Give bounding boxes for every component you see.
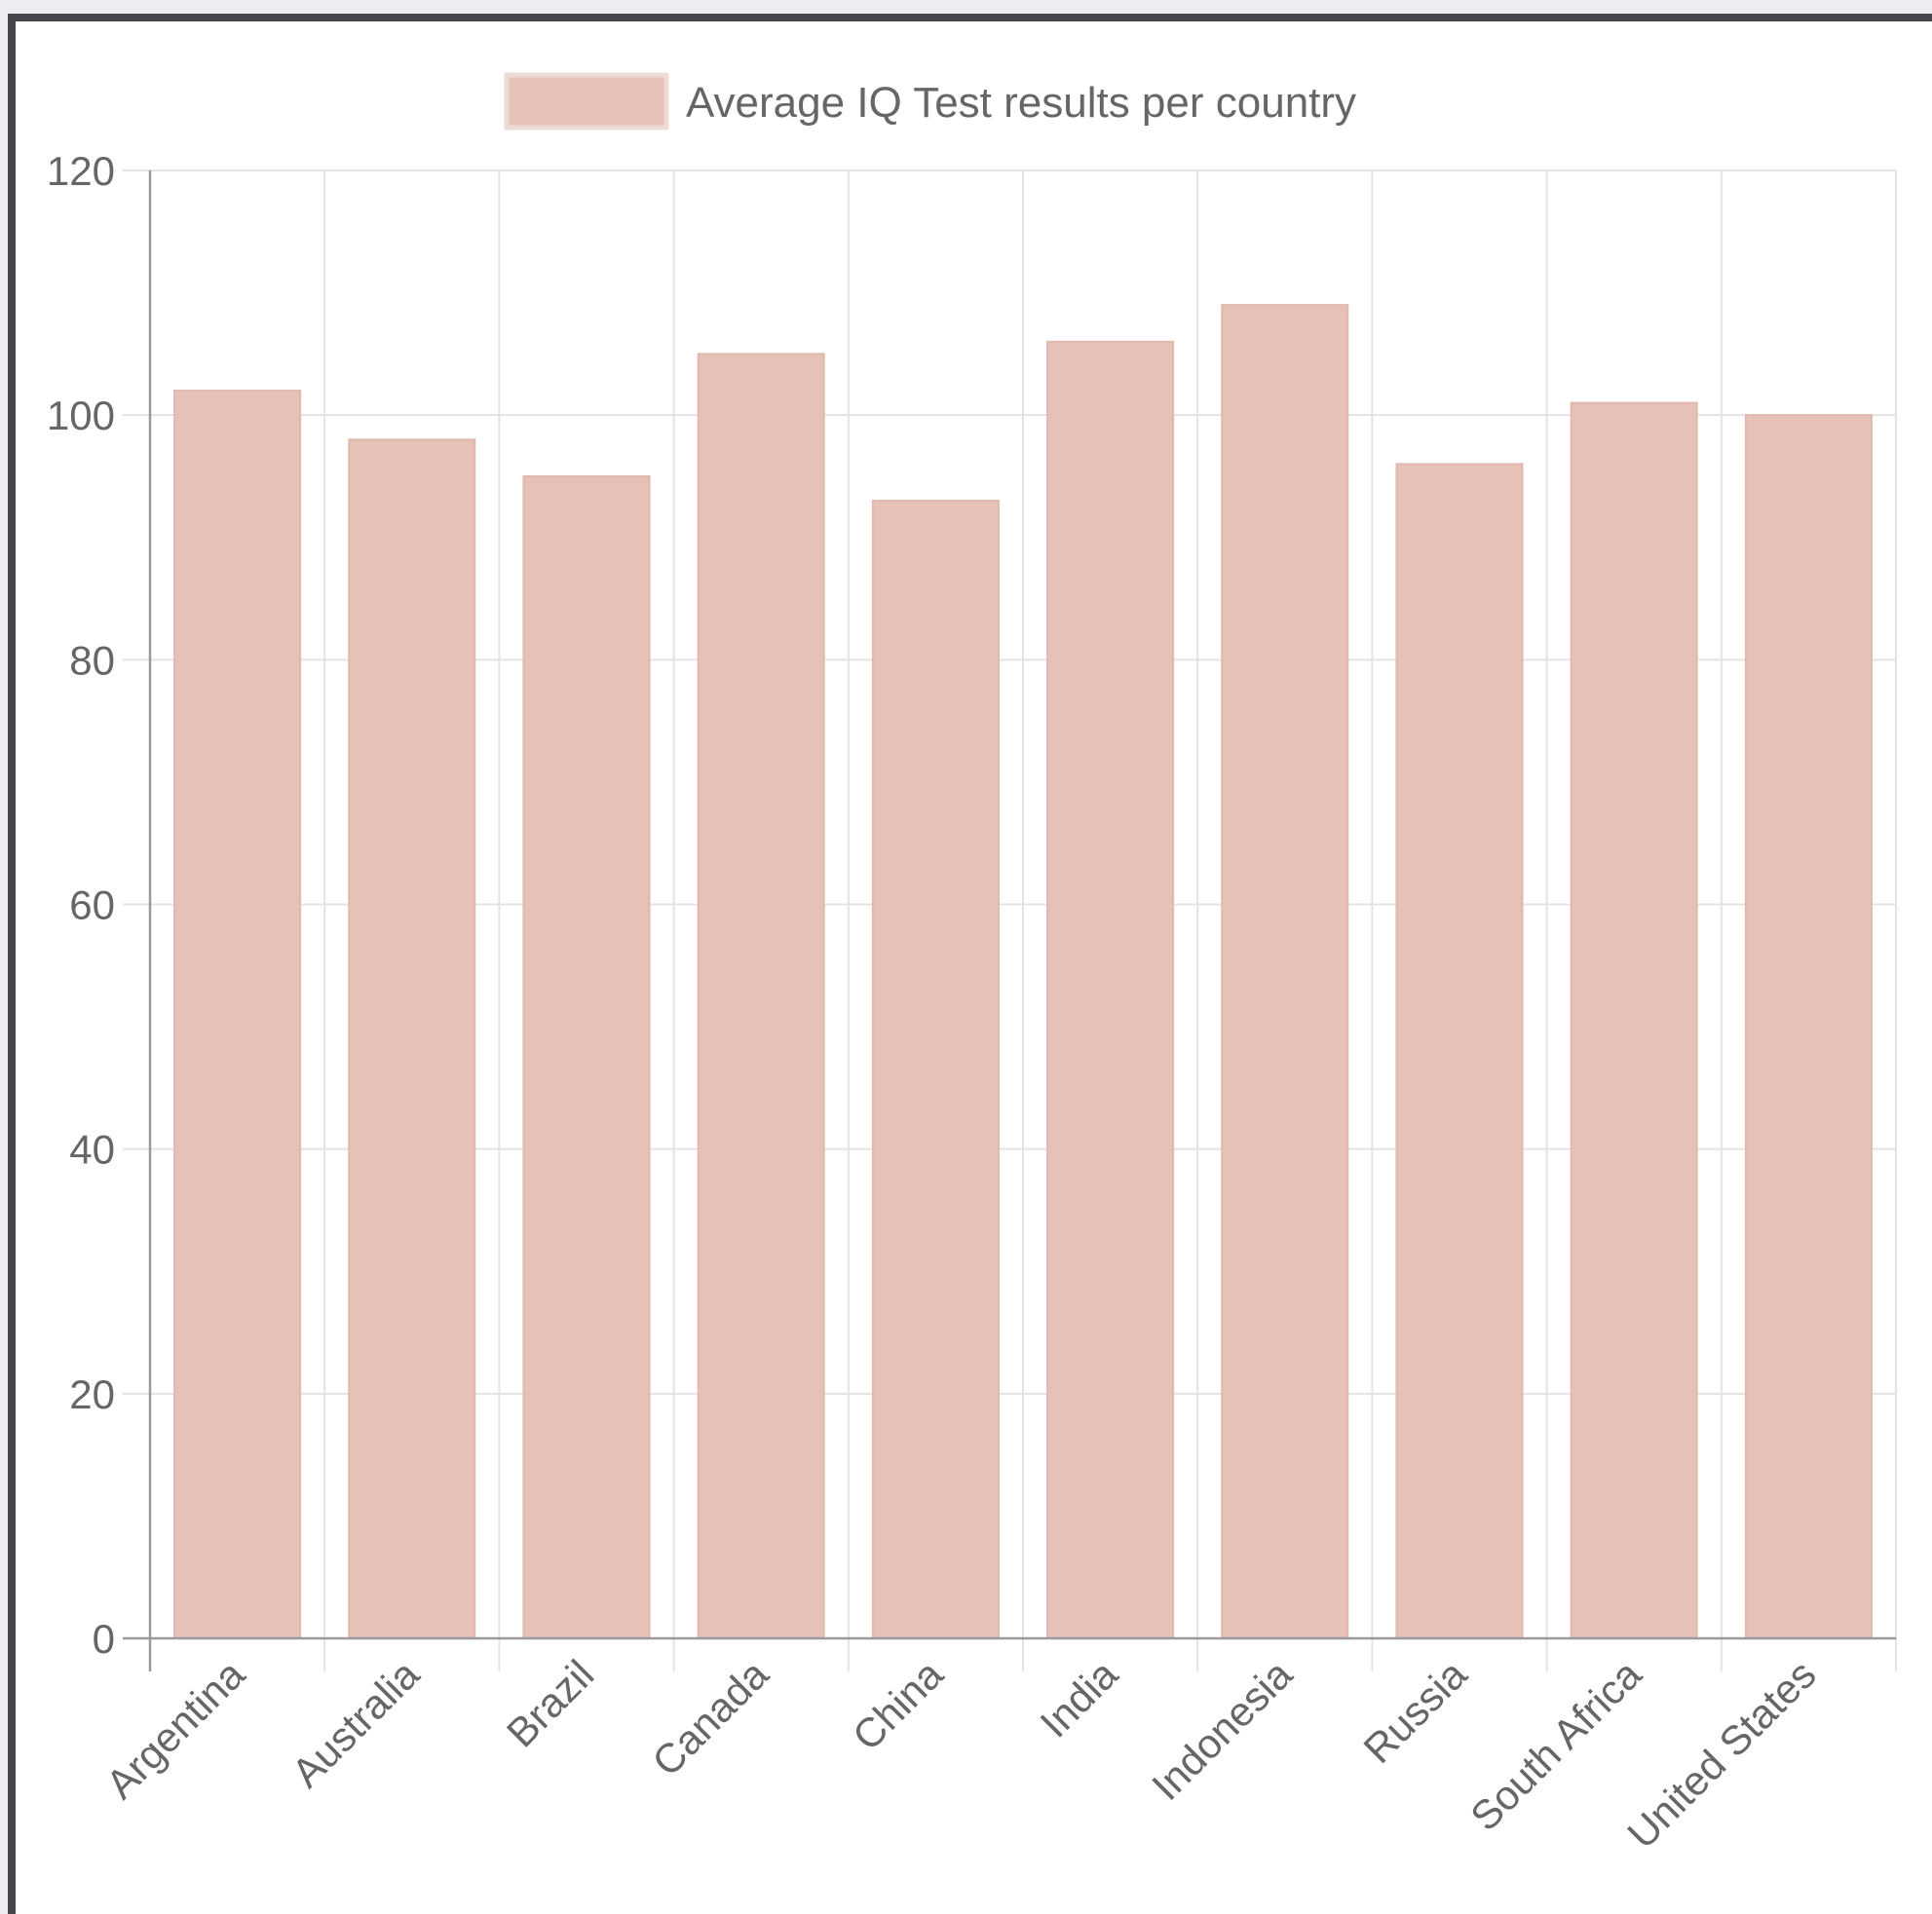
y-tick-label: 80 (69, 637, 115, 683)
bar-south-africa[interactable] (1570, 401, 1698, 1640)
y-tick-label: 40 (69, 1127, 115, 1173)
y-axis-ticks: 0 20 40 60 80 100 120 (47, 148, 115, 1662)
bar-brazil[interactable] (522, 474, 651, 1639)
x-tick-label: Australia (283, 1651, 428, 1796)
legend-swatch[interactable] (504, 72, 669, 131)
y-tick-label: 120 (47, 148, 115, 194)
bar-australia[interactable] (348, 438, 476, 1639)
bar-united-states[interactable] (1744, 414, 1873, 1640)
y-tick-label: 60 (69, 882, 115, 928)
y-tick-label: 20 (69, 1371, 115, 1417)
bars (173, 304, 1873, 1640)
x-tick-label: United States (1618, 1651, 1825, 1858)
x-tick-label: India (1031, 1651, 1126, 1746)
y-tick-label: 100 (47, 393, 115, 438)
bar-india[interactable] (1046, 340, 1175, 1640)
x-tick-label: South Africa (1461, 1651, 1650, 1840)
bar-chart: 0 20 40 60 80 100 120 Argentina Australia Brazil… (47, 72, 1897, 1858)
legend[interactable]: Average IQ Test results per country (504, 72, 1356, 131)
bar-russia[interactable] (1395, 463, 1524, 1639)
x-tick-label: Canada (643, 1651, 777, 1785)
bar-canada[interactable] (697, 353, 825, 1639)
bar-argentina[interactable] (173, 390, 302, 1639)
grid-lines (123, 169, 1897, 1671)
bar-china[interactable] (871, 500, 1000, 1640)
x-tick-label: Indonesia (1143, 1651, 1301, 1809)
x-axis-ticks: Argentina Australia Brazil Canada China India… (97, 1651, 1825, 1858)
x-tick-label: Brazil (498, 1651, 603, 1756)
y-tick-label: 0 (93, 1616, 115, 1662)
axes (123, 170, 1896, 1671)
x-tick-label: Argentina (97, 1651, 254, 1808)
chart-frame: 0 20 40 60 80 100 120 Argentina Australia Brazil… (8, 14, 1932, 1914)
legend-label[interactable]: Average IQ Test results per country (686, 79, 1356, 127)
x-tick-label: China (844, 1651, 952, 1759)
bar-indonesia[interactable] (1221, 304, 1349, 1639)
